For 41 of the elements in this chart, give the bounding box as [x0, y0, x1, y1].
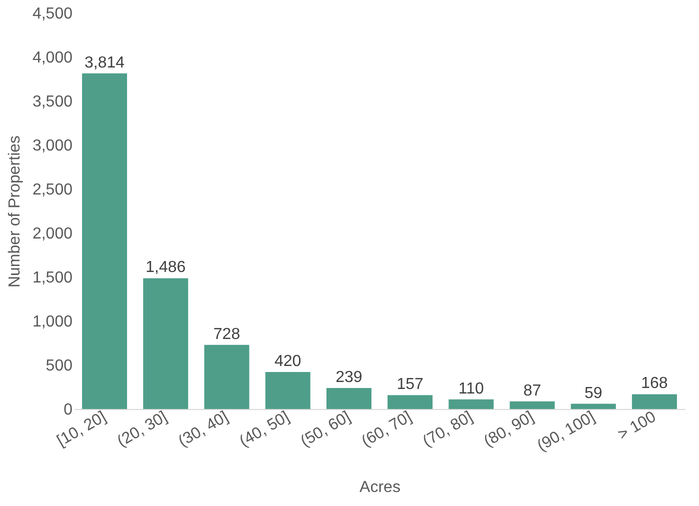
- bar: [448, 399, 494, 409]
- bar: [143, 278, 188, 409]
- data-label: 59: [584, 384, 602, 402]
- x-tick-label: (80, 90]: [481, 408, 537, 450]
- x-tick-label: (70, 80]: [420, 408, 476, 450]
- y-tick-label: 500: [46, 358, 73, 374]
- bar: [265, 372, 310, 409]
- y-tick-label: 2,500: [32, 182, 73, 198]
- y-axis-title: Number of Properties: [6, 135, 24, 288]
- data-label: 168: [641, 375, 668, 392]
- x-tick-label: (30, 40]: [176, 408, 232, 450]
- y-tick-label: 4,500: [32, 6, 73, 22]
- x-tick-label: (20, 30]: [114, 408, 170, 450]
- data-label: 157: [396, 376, 424, 394]
- y-tick-label: 1,500: [32, 270, 73, 286]
- bar: [510, 401, 555, 409]
- y-tick-label: 2,000: [32, 226, 73, 242]
- data-label: 420: [274, 353, 302, 370]
- y-tick-label: 4,000: [32, 50, 73, 66]
- bar: [204, 344, 250, 409]
- y-tick-label: 3,000: [32, 138, 73, 154]
- x-tick-label: (90, 100]: [534, 408, 598, 455]
- bar: [570, 404, 616, 409]
- bar: [82, 73, 128, 409]
- bar: [388, 395, 433, 409]
- x-tick-label: (50, 60]: [298, 408, 354, 450]
- bar: [632, 394, 677, 409]
- y-tick-label: 0: [64, 402, 73, 418]
- x-tick-label: (40, 50]: [236, 408, 292, 450]
- data-label: 3,814: [84, 54, 125, 72]
- data-label: 239: [336, 368, 362, 386]
- data-label: 110: [458, 380, 484, 398]
- data-label: 728: [213, 326, 240, 343]
- x-tick-label: > 100: [615, 408, 660, 444]
- bar: [326, 388, 372, 409]
- y-tick-label: 1,000: [32, 314, 73, 330]
- x-axis-title: Acres: [360, 479, 400, 496]
- data-label: 1,486: [146, 259, 186, 276]
- y-tick-label: 3,500: [32, 94, 73, 110]
- x-tick-label: (60, 70]: [359, 408, 415, 450]
- data-label: 87: [523, 382, 542, 400]
